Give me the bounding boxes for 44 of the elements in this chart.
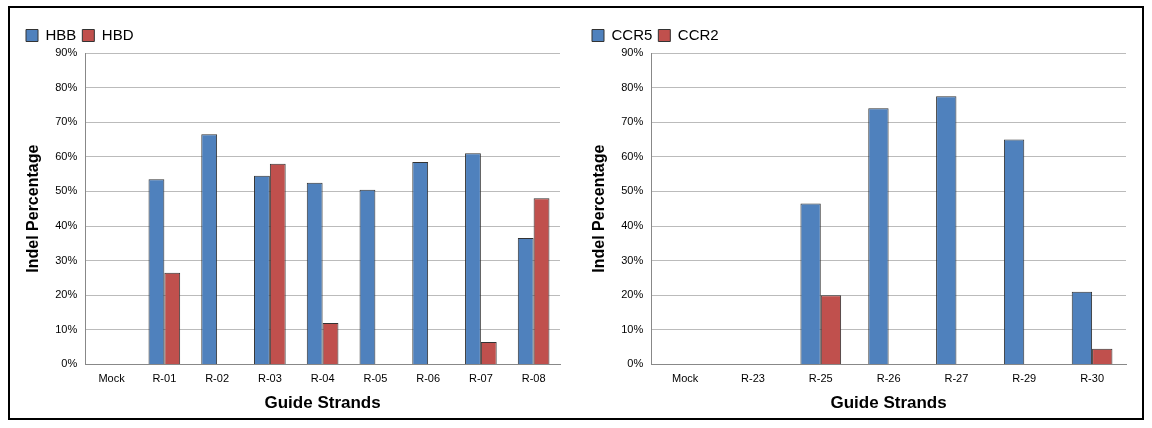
y-tick-label: 80% [621, 80, 644, 93]
x-tick-label: R-04 [310, 372, 335, 385]
y-axis-title: Indel Percentage [24, 144, 42, 273]
legend-label: HBD [101, 25, 134, 43]
x-tick-label: R-23 [741, 372, 765, 385]
y-tick-label: 80% [55, 80, 78, 93]
y-tick-label: 10% [621, 322, 644, 335]
y-tick-label: 50% [55, 184, 78, 197]
x-tick-label: R-05 [363, 372, 388, 385]
x-axis-title: Guide Strands [264, 393, 381, 413]
x-tick-label: Mock [671, 372, 699, 385]
y-tick-label: 90% [621, 46, 644, 59]
x-tick-label: R-26 [876, 372, 901, 385]
y-tick-label: 20% [55, 288, 78, 301]
x-tick-label: R-27 [944, 372, 969, 385]
x-tick-label: R-02 [205, 372, 230, 385]
x-tick-label: R-07 [468, 372, 493, 385]
x-tick-label: R-25 [808, 372, 833, 385]
y-tick-label: 10% [55, 322, 78, 335]
y-tick-label: 40% [621, 219, 644, 232]
y-tick-label: 0% [61, 357, 78, 370]
x-tick-label: R-01 [152, 372, 177, 385]
x-tick-label: R-03 [257, 372, 282, 385]
x-tick-label: R-06 [416, 372, 441, 385]
y-tick-label: 60% [621, 149, 644, 162]
y-tick-label: 30% [55, 253, 78, 266]
x-tick-label: Mock [98, 372, 126, 385]
x-tick-label: R-30 [1080, 372, 1105, 385]
y-tick-label: 50% [621, 184, 644, 197]
y-tick-label: 40% [55, 219, 78, 232]
y-tick-label: 30% [621, 253, 644, 266]
x-tick-label: R-29 [1012, 372, 1037, 385]
legend-label: CCR2 [677, 25, 719, 43]
y-tick-label: 0% [627, 357, 644, 370]
y-tick-label: 20% [621, 288, 644, 301]
y-tick-label: 70% [621, 115, 644, 128]
x-axis-title: Guide Strands [830, 393, 947, 413]
y-axis-title: Indel Percentage [590, 144, 608, 273]
y-tick-label: 60% [55, 149, 78, 162]
x-tick-label: R-08 [521, 372, 546, 385]
y-tick-label: 90% [55, 46, 78, 59]
y-tick-label: 70% [55, 115, 78, 128]
legend-label: HBB [45, 25, 77, 43]
legend-label: CCR5 [611, 25, 653, 43]
